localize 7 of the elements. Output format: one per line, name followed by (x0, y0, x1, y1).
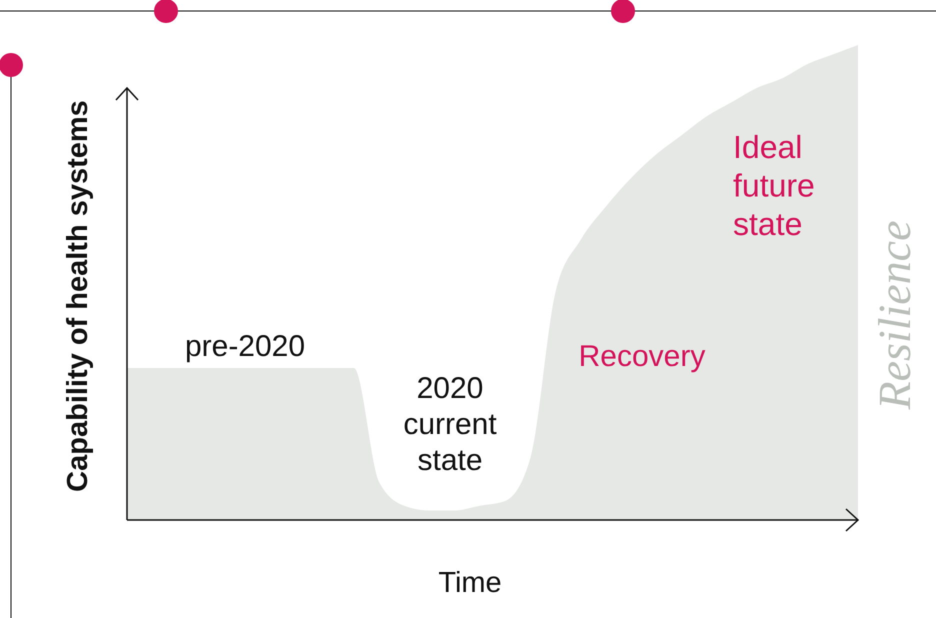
annotation: Recovery (578, 340, 706, 373)
text: Resilience (869, 220, 920, 411)
annotation: pre-2020 (184, 330, 306, 363)
x-axis-title: Time (438, 567, 502, 599)
annotation: Ideal future state (733, 129, 815, 242)
y-axis-title: Capability of health systems (62, 100, 94, 492)
annotation: 2020 current state (403, 372, 498, 477)
